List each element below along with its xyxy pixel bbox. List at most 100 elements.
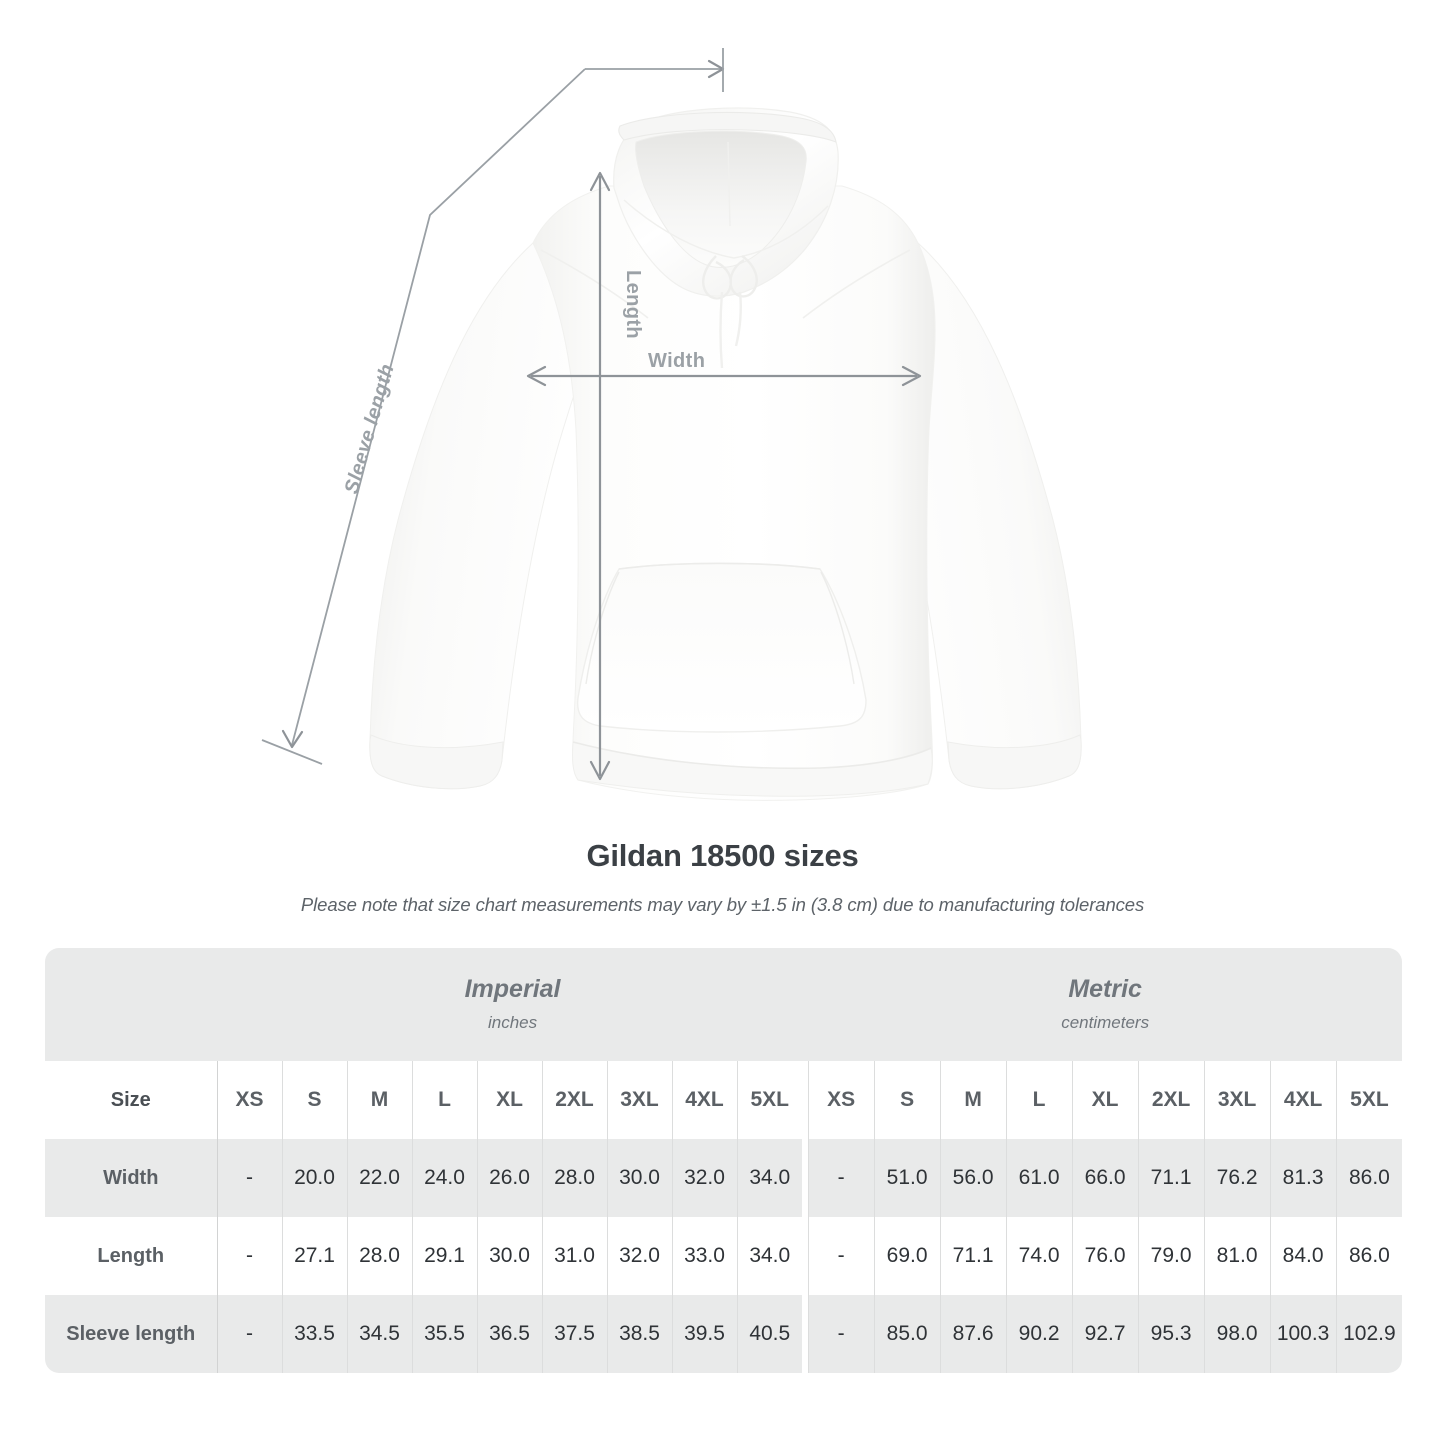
column-header-metric-m: M <box>939 1061 1007 1139</box>
column-header-imperial-m: M <box>346 1061 412 1139</box>
cell-length-metric-s: 69.0 <box>873 1217 941 1295</box>
cell-length-imperial-4xl: 33.0 <box>671 1217 737 1295</box>
column-header-imperial-2xl: 2XL <box>541 1061 607 1139</box>
cell-width-imperial-2xl: 28.0 <box>541 1139 607 1217</box>
table-row: Width -20.0 22.0 24.0 26.0 28.0 30.0 32.0 34.0-5… <box>45 1139 1403 1217</box>
cell-length-metric-3xl: 81.0 <box>1203 1217 1271 1295</box>
cell-sleeve-length-metric-xl: 92.7 <box>1071 1295 1139 1373</box>
cell-width-imperial-5xl: 34.0 <box>736 1139 802 1217</box>
cell-sleeve-length-imperial-m: 34.5 <box>346 1295 412 1373</box>
column-header-metric-3xl: 3XL <box>1203 1061 1271 1139</box>
column-header-metric-5xl: 5XL <box>1335 1061 1403 1139</box>
column-header-metric-2xl: 2XL <box>1137 1061 1205 1139</box>
unit-banner-row: Imperial inches Metric centimeters <box>45 948 1403 1061</box>
cell-sleeve-length-metric-m: 87.6 <box>939 1295 1007 1373</box>
hoodie-svg: Sleeve length Length Width <box>261 48 1082 801</box>
column-header-imperial-5xl: 5XL <box>736 1061 802 1139</box>
hem-top-edge <box>572 741 932 770</box>
title-block: Gildan 18500 sizes Please note that size… <box>0 838 1445 916</box>
column-header-metric-s: S <box>873 1061 941 1139</box>
hoodie-measurement-illustration: Sleeve length Length Width <box>261 48 1082 801</box>
unit-system-divider <box>802 1139 809 1217</box>
pocket-top-seam <box>618 562 821 570</box>
drawstring-left <box>702 255 732 300</box>
cell-length-imperial-l: 29.1 <box>411 1217 477 1295</box>
cell-width-metric-xl: 66.0 <box>1071 1139 1139 1217</box>
column-header-imperial-3xl: 3XL <box>606 1061 672 1139</box>
cell-sleeve-length-imperial-4xl: 39.5 <box>671 1295 737 1373</box>
cell-sleeve-length-metric-2xl: 95.3 <box>1137 1295 1205 1373</box>
cell-sleeve-length-imperial-3xl: 38.5 <box>606 1295 672 1373</box>
cell-sleeve-length-metric-s: 85.0 <box>873 1295 941 1373</box>
right-cuff <box>947 734 1082 790</box>
cell-length-metric-xl: 76.0 <box>1071 1217 1139 1295</box>
column-header-metric-xl: XL <box>1071 1061 1139 1139</box>
hoodie-garment <box>369 107 1082 801</box>
unit-subtitle: inches <box>487 1013 538 1033</box>
cell-length-metric-m: 71.1 <box>939 1217 1007 1295</box>
table-row: Length -27.1 28.0 29.1 30.0 31.0 32.0 33.0 34.0-… <box>45 1217 1403 1295</box>
cell-sleeve-length-imperial-2xl: 37.5 <box>541 1295 607 1373</box>
unit-system-divider <box>802 1217 809 1295</box>
column-header-imperial-l: L <box>411 1061 477 1139</box>
drawstring-tail-right <box>734 291 742 347</box>
cell-width-imperial-3xl: 30.0 <box>606 1139 672 1217</box>
cell-width-imperial-4xl: 32.0 <box>671 1139 737 1217</box>
column-header-metric-l: L <box>1005 1061 1073 1139</box>
cell-sleeve-length-imperial-5xl: 40.5 <box>736 1295 802 1373</box>
cell-width-imperial-xl: 26.0 <box>476 1139 542 1217</box>
column-header-imperial-xs: XS <box>216 1061 282 1139</box>
cell-width-metric-s: 51.0 <box>873 1139 941 1217</box>
row-header-width: Width <box>45 1139 217 1217</box>
cell-length-imperial-2xl: 31.0 <box>541 1217 607 1295</box>
left-cuff <box>369 734 504 790</box>
cell-length-imperial-5xl: 34.0 <box>736 1217 802 1295</box>
cell-sleeve-length-imperial-xs: - <box>216 1295 282 1373</box>
cell-width-metric-l: 61.0 <box>1005 1139 1073 1217</box>
column-header-size: Size <box>45 1061 217 1139</box>
left-shoulder-seam <box>540 249 649 319</box>
cell-sleeve-length-imperial-s: 33.5 <box>281 1295 347 1373</box>
cell-width-imperial-s: 20.0 <box>281 1139 347 1217</box>
cell-sleeve-length-metric-3xl: 98.0 <box>1203 1295 1271 1373</box>
drawstring-tail-left <box>719 291 724 369</box>
width-label: Width <box>648 350 705 372</box>
kangaroo-pocket <box>576 562 867 733</box>
unit-header-metric: Metric centimeters <box>808 948 1403 1061</box>
row-header-sleeve-length: Sleeve length <box>45 1295 217 1373</box>
hood-center-seam <box>727 141 731 227</box>
unit-header-imperial: Imperial inches <box>217 948 809 1061</box>
cell-sleeve-length-metric-5xl: 102.9 <box>1335 1295 1403 1373</box>
cell-length-metric-5xl: 86.0 <box>1335 1217 1403 1295</box>
pocket-right-opening <box>820 571 855 685</box>
cell-length-imperial-3xl: 32.0 <box>606 1217 672 1295</box>
cell-width-imperial-m: 22.0 <box>346 1139 412 1217</box>
cell-width-metric-4xl: 81.3 <box>1269 1139 1337 1217</box>
column-header-imperial-s: S <box>281 1061 347 1139</box>
cell-sleeve-length-imperial-l: 35.5 <box>411 1295 477 1373</box>
cell-width-imperial-xs: - <box>216 1139 282 1217</box>
unit-name: Imperial <box>464 974 561 1003</box>
size-chart-table: Imperial inches Metric centimeters Size XS S M L… <box>45 948 1403 1373</box>
column-header-metric-xs: XS <box>807 1061 875 1139</box>
cell-width-metric-xs: - <box>807 1139 875 1217</box>
hood-inner-lining <box>635 130 807 268</box>
unit-system-divider <box>802 1295 809 1373</box>
column-header-imperial-4xl: 4XL <box>671 1061 737 1139</box>
unit-name: Metric <box>1068 974 1142 1003</box>
page-title: Gildan 18500 sizes <box>586 838 859 873</box>
cell-length-metric-l: 74.0 <box>1005 1217 1073 1295</box>
size-chart-table-container: Imperial inches Metric centimeters Size XS S M L… <box>45 948 1403 1373</box>
cell-length-imperial-xs: - <box>216 1217 282 1295</box>
neckline <box>623 199 829 259</box>
unit-banner-spacer <box>45 948 217 1061</box>
cell-width-metric-m: 56.0 <box>939 1139 1007 1217</box>
cell-sleeve-length-metric-l: 90.2 <box>1005 1295 1073 1373</box>
cell-sleeve-length-metric-4xl: 100.3 <box>1269 1295 1337 1373</box>
column-header-metric-4xl: 4XL <box>1269 1061 1337 1139</box>
cell-length-imperial-xl: 30.0 <box>476 1217 542 1295</box>
cell-sleeve-length-imperial-xl: 36.5 <box>476 1295 542 1373</box>
cell-width-imperial-l: 24.0 <box>411 1139 477 1217</box>
cell-length-metric-xs: - <box>807 1217 875 1295</box>
row-header-length: Length <box>45 1217 217 1295</box>
